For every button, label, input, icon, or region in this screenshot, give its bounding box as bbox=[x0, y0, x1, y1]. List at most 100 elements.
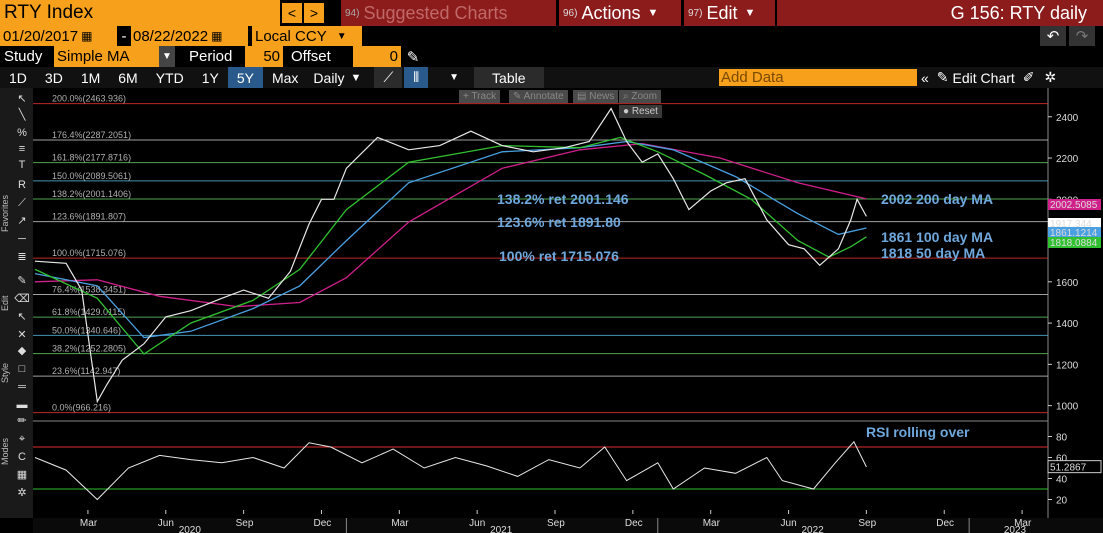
pencil-icon[interactable]: ✎ bbox=[406, 48, 420, 66]
line-style-icon[interactable]: ═ bbox=[18, 381, 26, 393]
trend-line-icon[interactable]: ⟋ bbox=[18, 197, 26, 209]
arrow-icon[interactable]: ↗ bbox=[17, 215, 27, 227]
start-date-field[interactable]: 01/20/2017 ▦ bbox=[0, 26, 117, 46]
offset-input[interactable]: 0 bbox=[353, 46, 401, 67]
period-tab-1d[interactable]: 1D bbox=[9, 69, 27, 86]
pointer-icon[interactable]: ↖ bbox=[17, 93, 27, 105]
color-fill-icon[interactable]: ◆ bbox=[17, 345, 27, 357]
month-label: Dec bbox=[313, 518, 331, 529]
period-tab-1y[interactable]: 1Y bbox=[201, 69, 219, 86]
eraser-icon[interactable]: ⌫ bbox=[14, 293, 30, 305]
calendar-icon[interactable]: ▦ bbox=[211, 29, 223, 43]
fib-label: 161.8%(2177.8716) bbox=[52, 153, 131, 163]
magnet-icon[interactable]: C bbox=[18, 451, 26, 463]
offset-label: Offset bbox=[291, 48, 331, 65]
line-chart-icon[interactable]: ⟋ bbox=[374, 67, 403, 88]
year-label: 2023 bbox=[1004, 525, 1027, 533]
collapse-icon[interactable]: « bbox=[921, 69, 929, 86]
month-label: Sep bbox=[858, 518, 876, 529]
period-input[interactable]: 50 bbox=[245, 46, 283, 67]
rsi-line bbox=[34, 440, 867, 501]
frequency-select[interactable]: Daily ▼ bbox=[307, 67, 370, 88]
value-tag-label: 2002.5085 bbox=[1050, 200, 1098, 211]
bar-chart-icon[interactable]: ⫴ bbox=[404, 67, 429, 88]
undo-icon[interactable]: ↶ bbox=[1040, 26, 1066, 46]
period-tab-5y[interactable]: 5Y bbox=[227, 67, 263, 88]
month-label: Jun bbox=[469, 518, 485, 529]
news-button[interactable]: ▤ News bbox=[573, 90, 619, 103]
price-chart[interactable]: 200.0%(2463.936) 176.4%(2287.2051) 161.8%(… bbox=[0, 88, 1103, 533]
grid bbox=[33, 88, 1049, 518]
regression-icon[interactable]: R bbox=[18, 179, 26, 191]
price-axis: 2400220020001800160014001200100080604020 bbox=[1048, 113, 1079, 507]
fib-label: 38.2%(1252.2805) bbox=[52, 344, 126, 354]
graph-title-text: G 156: RTY daily bbox=[950, 2, 1087, 23]
drawing-sidebar: Favorites Edit Style Modes ↖ ╲ % ≡ T R ⟋… bbox=[0, 88, 33, 518]
end-date-text: 08/22/2022 bbox=[133, 27, 209, 45]
suggested-num: 94) bbox=[345, 7, 360, 19]
delete-icon[interactable]: ✕ bbox=[17, 329, 27, 341]
pencil-icon[interactable]: ✎ bbox=[936, 69, 949, 85]
fibonacci-icon[interactable]: ≡ bbox=[18, 143, 26, 155]
period-tabs: 1D 3D 1M 6M YTD 1Y 5Y Max bbox=[0, 67, 307, 88]
suggested-charts-button[interactable]: 94) Suggested Charts bbox=[341, 0, 556, 26]
period-tab-ytd[interactable]: YTD bbox=[155, 69, 184, 86]
mode-icon[interactable]: ▦ bbox=[16, 469, 28, 481]
horizontal-line-icon[interactable]: ─ bbox=[18, 233, 26, 245]
edit-label: Edit bbox=[706, 2, 738, 23]
prev-security-button[interactable]: < bbox=[282, 3, 302, 23]
layers-icon[interactable]: ≣ bbox=[17, 251, 27, 263]
chevron-down-icon[interactable]: ▼ bbox=[449, 72, 460, 83]
edit-chart-button[interactable]: Edit Chart bbox=[952, 69, 1015, 86]
period-tab-max[interactable]: Max bbox=[271, 69, 299, 86]
annotate-label: Annotate bbox=[523, 91, 564, 102]
redo-icon[interactable]: ↷ bbox=[1069, 26, 1095, 46]
percent-icon[interactable]: % bbox=[17, 127, 27, 139]
ticker-field[interactable]: RTY Index bbox=[0, 0, 280, 26]
price-tick-label: 1000 bbox=[1056, 402, 1079, 413]
gear-icon[interactable]: ✲ bbox=[17, 487, 27, 499]
add-data-input[interactable]: Add Data bbox=[719, 69, 917, 86]
line-weight-icon[interactable]: ▬ bbox=[16, 399, 28, 411]
line-tool-icon[interactable]: ╲ bbox=[18, 109, 26, 121]
currency-text: Local CCY bbox=[255, 27, 327, 45]
reset-button[interactable]: ● Reset bbox=[619, 105, 662, 118]
month-label: Jun bbox=[158, 518, 174, 529]
zoom-button[interactable]: ⌕ Zoom bbox=[619, 90, 661, 103]
table-label: Table bbox=[492, 69, 526, 86]
select-icon[interactable]: ↖ bbox=[17, 311, 27, 323]
month-label: Mar bbox=[80, 518, 98, 529]
year-label: 2020 bbox=[179, 525, 202, 533]
ret138-annotation: 138.2% ret 2001.146 bbox=[497, 191, 629, 207]
ma100-line bbox=[34, 140, 867, 339]
box-icon[interactable]: □ bbox=[18, 363, 26, 375]
rsi-last-label: 51.2867 bbox=[1050, 463, 1087, 474]
fib-label: 23.6%(1142.947) bbox=[52, 366, 120, 376]
crosshair-icon[interactable]: ⌖ bbox=[18, 433, 26, 445]
study-type-field[interactable]: Simple MA bbox=[54, 46, 159, 67]
graph-title: G 156: RTY daily bbox=[777, 0, 1103, 26]
period-tab-6m[interactable]: 6M bbox=[118, 69, 138, 86]
annotate-button[interactable]: ✎ Annotate bbox=[509, 90, 568, 103]
gear-icon[interactable]: ✲ bbox=[1044, 69, 1057, 85]
month-label: Mar bbox=[703, 518, 721, 529]
pen-icon[interactable]: ✏ bbox=[17, 415, 27, 427]
track-button[interactable]: + Track bbox=[459, 90, 501, 103]
value-tag bbox=[1048, 227, 1101, 238]
text-icon[interactable]: T bbox=[18, 159, 26, 171]
chevron-down-icon[interactable]: ▼ bbox=[159, 46, 175, 67]
next-security-button[interactable]: > bbox=[304, 3, 324, 23]
period-tab-1m[interactable]: 1M bbox=[80, 69, 101, 86]
currency-select[interactable]: Local CCY ▼ bbox=[252, 26, 362, 46]
price-tick-label: 1600 bbox=[1056, 278, 1079, 289]
brush-icon[interactable]: ✎ bbox=[17, 275, 27, 287]
period-tab-3d[interactable]: 3D bbox=[44, 69, 63, 86]
actions-menu[interactable]: 96) Actions ▼ bbox=[559, 0, 681, 26]
table-button[interactable]: Table bbox=[474, 67, 544, 88]
draw-icon[interactable]: ✐ bbox=[1022, 69, 1035, 85]
ret100-annotation: 100% ret 1715.076 bbox=[499, 248, 619, 264]
calendar-icon[interactable]: ▦ bbox=[81, 29, 93, 43]
end-date-field[interactable]: 08/22/2022 ▦ bbox=[131, 26, 248, 46]
edit-menu[interactable]: 97) Edit ▼ bbox=[684, 0, 775, 26]
date-separator: - bbox=[121, 27, 127, 45]
